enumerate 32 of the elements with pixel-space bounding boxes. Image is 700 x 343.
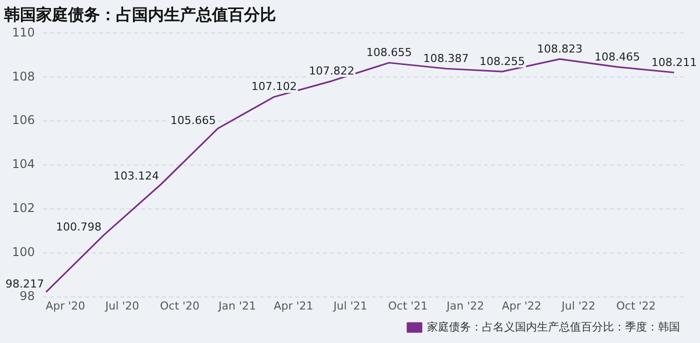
x-tick-label: Apr '20 — [46, 299, 86, 312]
data-label: 108.655 — [366, 46, 412, 60]
data-label: 100.798 — [56, 220, 102, 234]
y-tick-label: 108 — [12, 69, 35, 84]
data-label: 103.124 — [114, 170, 160, 183]
data-label: 108.255 — [480, 54, 526, 68]
x-tick-label: Apr '21 — [274, 299, 314, 312]
x-tick-label: Jan '21 — [218, 299, 256, 312]
y-tick-label: 98 — [20, 288, 35, 303]
data-label: 105.665 — [170, 114, 216, 127]
x-tick-label: Oct '20 — [160, 299, 200, 312]
legend-label: 家庭债务：占名义国内生产总值百分比：季度：韩国 — [427, 320, 680, 334]
data-label: 107.102 — [251, 80, 297, 94]
x-tick-label: Apr '22 — [502, 299, 542, 312]
chart-title: 韩国家庭债务：占国内生产总值百分比 — [3, 4, 276, 24]
x-tick-label: Jul '21 — [332, 299, 368, 312]
x-tick-label: Jul '20 — [104, 299, 140, 312]
y-tick-label: 100 — [12, 244, 35, 259]
x-tick-label: Jan '22 — [446, 299, 484, 312]
y-tick-label: 110 — [12, 25, 35, 40]
y-tick-label: 102 — [12, 201, 35, 216]
y-tick-label: 106 — [12, 113, 35, 128]
data-label: 108.465 — [594, 50, 640, 64]
x-tick-label: Oct '22 — [616, 299, 656, 312]
data-label: 108.387 — [423, 52, 469, 65]
data-label: 108.211 — [651, 56, 697, 69]
data-label: 98.217 — [6, 277, 44, 290]
x-tick-label: Jul '22 — [560, 299, 596, 312]
data-label: 108.823 — [537, 42, 583, 56]
y-tick-label: 104 — [12, 157, 35, 172]
data-label: 107.822 — [308, 64, 354, 78]
x-tick-label: Oct '21 — [388, 299, 428, 312]
